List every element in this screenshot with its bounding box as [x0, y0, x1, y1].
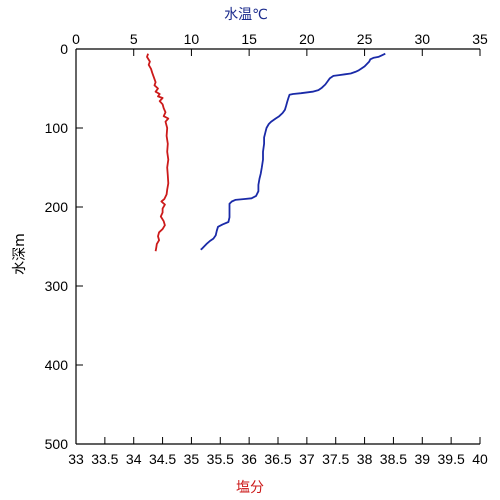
y-tick-label: 400	[45, 357, 69, 373]
bottom-x-tick-label: 37	[299, 451, 315, 467]
top-x-tick-label: 30	[414, 31, 430, 47]
bottom-x-tick-label: 38.5	[380, 451, 407, 467]
bottom-x-tick-label: 34.5	[149, 451, 176, 467]
y-tick-label: 300	[45, 278, 69, 294]
bottom-x-tick-label: 33	[68, 451, 84, 467]
y-tick-label: 100	[45, 120, 69, 136]
bottom-x-axis-title: 塩分	[236, 480, 264, 496]
top-x-tick-label: 35	[472, 31, 488, 47]
plot-frame	[75, 48, 480, 445]
y-axis-ticks: 0 100 200 300 400 500	[45, 41, 83, 452]
top-x-tick-label: 15	[241, 31, 257, 47]
top-x-tick-label: 10	[184, 31, 200, 47]
y-axis-title: 水深m	[12, 233, 28, 275]
y-tick-label: 200	[45, 199, 69, 215]
y-tick-label: 0	[60, 41, 68, 57]
top-x-axis-title: 水温℃	[224, 7, 268, 23]
bottom-x-tick-label: 39	[414, 451, 430, 467]
bottom-x-tick-label: 39.5	[438, 451, 465, 467]
series-layer	[146, 52, 386, 252]
top-x-tick-label: 5	[130, 31, 138, 47]
bottom-x-tick-label: 36.5	[264, 451, 291, 467]
top-x-tick-label: 25	[357, 31, 373, 47]
salinity-profile-line	[146, 53, 170, 252]
bottom-x-tick-label: 33.5	[91, 451, 118, 467]
bottom-x-tick-label: 37.5	[322, 451, 349, 467]
bottom-x-tick-label: 35.5	[207, 451, 234, 467]
y-tick-label: 500	[45, 436, 69, 452]
bottom-x-tick-label: 35	[184, 451, 200, 467]
top-x-tick-label: 0	[72, 31, 80, 47]
bottom-x-tick-label: 40	[472, 451, 488, 467]
temperature-profile-line	[200, 52, 386, 251]
bottom-x-tick-label: 36	[241, 451, 257, 467]
bottom-x-tick-label: 38	[357, 451, 373, 467]
bottom-x-axis-ticks: 33 33.5 34 34.5 35 35.5 36 36.5 37 37.5 38 38.5 39 39…	[68, 437, 488, 467]
top-x-tick-label: 20	[299, 31, 315, 47]
bottom-x-tick-label: 34	[126, 451, 142, 467]
top-x-axis-ticks: 0 5 10 15 20 25 30 35	[72, 31, 488, 56]
